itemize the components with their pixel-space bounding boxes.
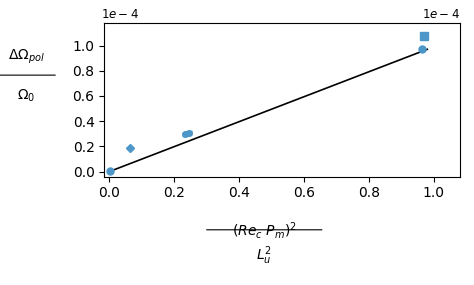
Text: $1e-4$: $1e-4$ <box>422 8 460 21</box>
Text: $1e-4$: $1e-4$ <box>100 8 139 21</box>
Text: $\Omega_0$: $\Omega_0$ <box>17 87 35 104</box>
Text: $(Re_c\ P_m)^2$: $(Re_c\ P_m)^2$ <box>232 220 297 241</box>
Text: $L_u^2$: $L_u^2$ <box>256 245 272 267</box>
Text: $\Delta\Omega_{pol}$: $\Delta\Omega_{pol}$ <box>8 48 45 66</box>
